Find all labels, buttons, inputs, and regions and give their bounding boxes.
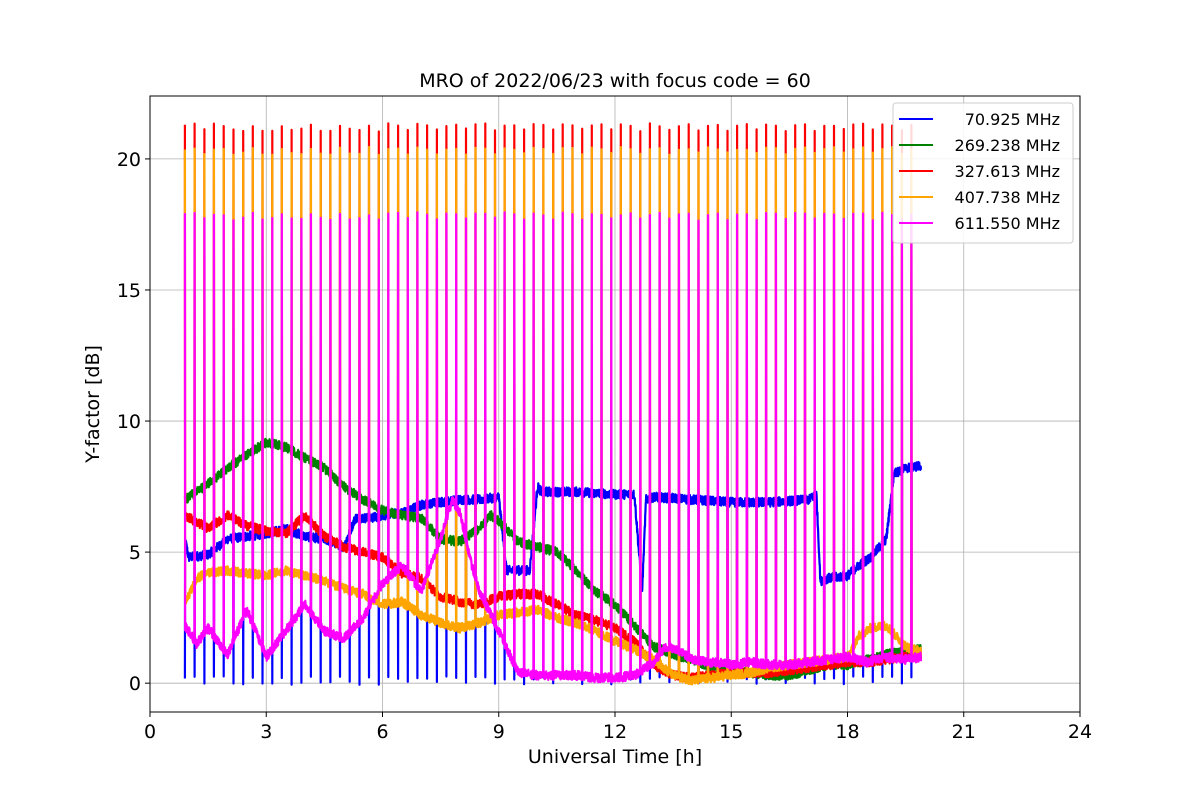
y-tick-label: 10 — [117, 411, 141, 433]
legend-box — [892, 102, 1074, 244]
x-tick-label: 21 — [952, 721, 976, 743]
legend: 70.925 MHz 269.238 MHz 327.613 MHz 407.738 … — [892, 102, 1074, 244]
x-tick-label: 24 — [1068, 721, 1092, 743]
legend-label: 611.550 MHz — [955, 214, 1060, 233]
x-tick-label: 6 — [376, 721, 388, 743]
x-tick-label: 9 — [493, 721, 505, 743]
legend-label: 407.738 MHz — [955, 188, 1060, 207]
y-tick-label: 20 — [117, 149, 141, 171]
y-axis: 0 5 10 15 20 — [117, 149, 150, 695]
legend-label: 327.613 MHz — [955, 162, 1060, 181]
x-tick-label: 12 — [603, 721, 627, 743]
y-axis-label: Y-factor [dB] — [82, 345, 104, 464]
legend-label: 269.238 MHz — [955, 136, 1060, 155]
y-tick-label: 5 — [129, 542, 141, 564]
x-tick-label: 15 — [719, 721, 743, 743]
series-line-611-550-MHz — [183, 211, 923, 684]
plot-area — [183, 122, 923, 686]
x-axis: 0 3 6 9 12 15 18 21 24 — [144, 712, 1092, 743]
legend-label: 70.925 MHz — [965, 110, 1060, 129]
y-tick-label: 0 — [129, 673, 141, 695]
x-tick-label: 3 — [260, 721, 272, 743]
x-tick-label: 0 — [144, 721, 156, 743]
x-tick-label: 18 — [835, 721, 859, 743]
x-axis-label: Universal Time [h] — [528, 746, 702, 768]
y-tick-label: 15 — [117, 280, 141, 302]
chart-title: MRO of 2022/06/23 with focus code = 60 — [419, 70, 811, 92]
